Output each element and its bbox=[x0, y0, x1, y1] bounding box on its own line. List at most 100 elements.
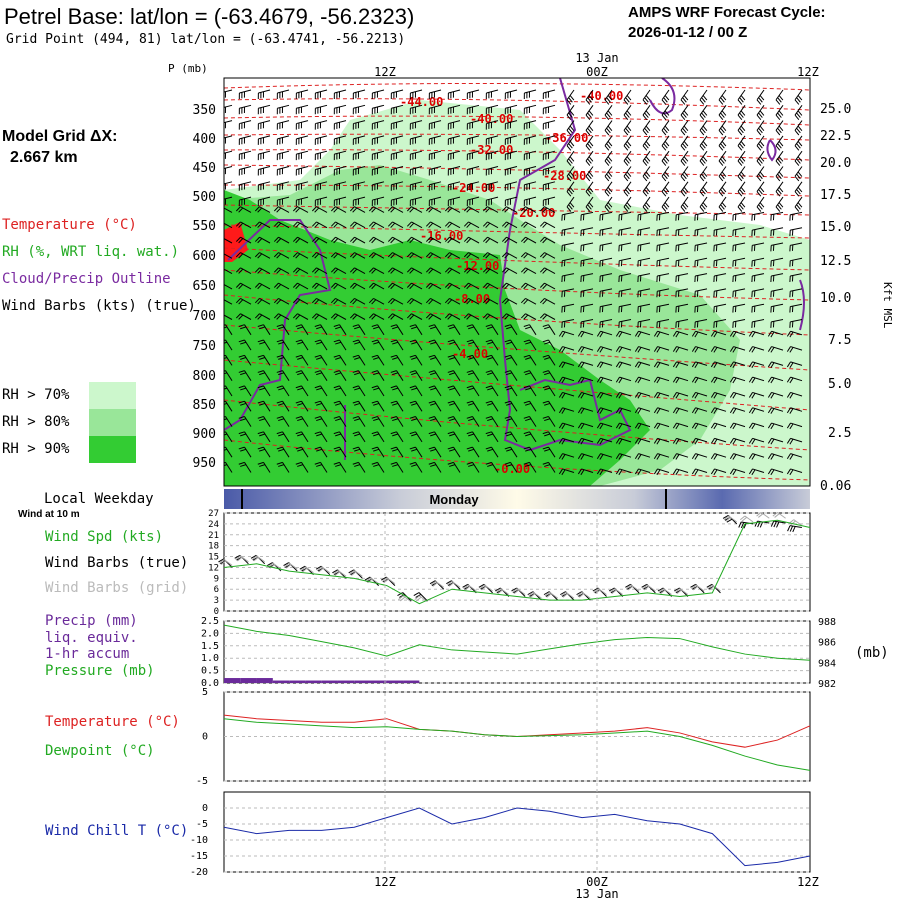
barb-feather bbox=[428, 314, 434, 320]
barb-feather bbox=[682, 189, 687, 195]
barb-feather bbox=[702, 95, 708, 101]
cs-wind-barb bbox=[672, 453, 689, 460]
cs-wind-barb bbox=[409, 446, 423, 458]
cs-wind-barb bbox=[482, 298, 499, 305]
barb-staff bbox=[373, 313, 385, 320]
cs-wind-barb bbox=[257, 339, 271, 351]
barb-feather bbox=[276, 446, 283, 450]
barb-feather bbox=[481, 585, 487, 591]
barb-feather bbox=[390, 446, 397, 450]
cs-wind-barb bbox=[767, 453, 784, 460]
cs-wind-barb bbox=[425, 252, 442, 259]
barb-staff bbox=[258, 196, 271, 201]
barb-feather bbox=[314, 339, 321, 343]
barb-staff bbox=[752, 227, 765, 231]
barb-feather bbox=[767, 407, 772, 414]
cs-wind-barb bbox=[444, 221, 461, 229]
cs-wind-barb bbox=[368, 206, 385, 213]
cs-wind-barb bbox=[770, 257, 784, 267]
barb-feather bbox=[411, 326, 418, 330]
barb-feather bbox=[485, 299, 491, 305]
barb-feather bbox=[463, 282, 469, 288]
barb-staff bbox=[543, 120, 556, 125]
cs-wind-barb bbox=[235, 236, 252, 244]
barb-feather bbox=[525, 433, 532, 437]
precip-bar bbox=[289, 680, 306, 683]
barb-feather bbox=[607, 171, 613, 177]
barb-feather bbox=[371, 314, 377, 320]
cs-wind-barb bbox=[770, 242, 784, 252]
barb-feather bbox=[224, 416, 226, 418]
barb-staff bbox=[581, 453, 594, 458]
cs-wind-barb bbox=[349, 267, 366, 275]
barb-feather bbox=[463, 313, 469, 319]
barb-feather bbox=[672, 453, 677, 459]
barb-feather bbox=[257, 431, 264, 435]
barb-feather bbox=[354, 464, 361, 467]
barb-feather bbox=[371, 461, 378, 465]
barb-staff bbox=[581, 273, 594, 277]
cs-wind-barb bbox=[596, 453, 613, 460]
barb-staff bbox=[789, 525, 802, 529]
barb-feather bbox=[642, 160, 648, 166]
barb-feather bbox=[425, 236, 431, 242]
barb-feather bbox=[721, 110, 727, 116]
barb-feather bbox=[596, 330, 601, 337]
barb-feather bbox=[428, 385, 435, 389]
barb-staff bbox=[544, 282, 556, 290]
barb-feather bbox=[739, 515, 746, 521]
barb-staff bbox=[321, 566, 331, 574]
barb-feather bbox=[311, 298, 317, 304]
cs-wind-barb bbox=[615, 376, 632, 384]
cs-wind-barb bbox=[604, 120, 613, 136]
barb-staff bbox=[752, 346, 765, 351]
barb-staff bbox=[695, 330, 708, 336]
barb-staff bbox=[239, 150, 252, 155]
barb-feather bbox=[740, 141, 746, 147]
barb-feather bbox=[777, 127, 782, 134]
barb-staff bbox=[733, 303, 746, 308]
pressure-tick: 700 bbox=[193, 309, 216, 324]
barb-feather bbox=[466, 431, 473, 435]
barb-feather bbox=[672, 346, 677, 352]
barb-feather bbox=[539, 313, 545, 319]
cs-wind-barb bbox=[699, 150, 708, 166]
barb-feather bbox=[525, 464, 532, 467]
barb-feather bbox=[314, 238, 320, 244]
barb-feather bbox=[314, 446, 321, 450]
windchill-ytick: 0 bbox=[202, 803, 208, 814]
barb-feather bbox=[333, 299, 339, 305]
barb-staff bbox=[410, 166, 423, 170]
cs-wind-barb bbox=[292, 282, 309, 290]
barb-staff bbox=[680, 150, 689, 162]
barb-feather bbox=[702, 171, 708, 177]
cs-wind-barb bbox=[558, 330, 575, 338]
cs-wind-barb bbox=[577, 468, 594, 476]
cs-wind-barb bbox=[409, 385, 423, 397]
barb-staff bbox=[562, 227, 575, 231]
barb-feather bbox=[721, 202, 727, 208]
barb-feather bbox=[311, 282, 317, 288]
barb-staff bbox=[353, 120, 366, 125]
barb-feather bbox=[748, 453, 753, 459]
cs-wind-barb bbox=[504, 400, 518, 412]
barb-staff bbox=[676, 227, 689, 231]
wind-barb-grid bbox=[463, 584, 477, 592]
barb-feather bbox=[387, 221, 393, 227]
barb-staff bbox=[619, 242, 632, 246]
barb-feather bbox=[381, 577, 388, 582]
barb-staff bbox=[680, 105, 689, 116]
barb-feather bbox=[558, 376, 563, 383]
barb-staff bbox=[733, 257, 746, 262]
barb-staff bbox=[296, 120, 309, 125]
barb-feather bbox=[580, 331, 585, 338]
barb-staff bbox=[472, 446, 480, 458]
y2-axis-label: Kft MSL bbox=[881, 282, 894, 329]
cs-wind-barb bbox=[542, 339, 556, 351]
barb-staff bbox=[411, 221, 423, 229]
barb-feather bbox=[257, 207, 263, 213]
barb-feather bbox=[710, 422, 715, 429]
barb-staff bbox=[657, 422, 670, 428]
barb-feather bbox=[276, 314, 282, 320]
